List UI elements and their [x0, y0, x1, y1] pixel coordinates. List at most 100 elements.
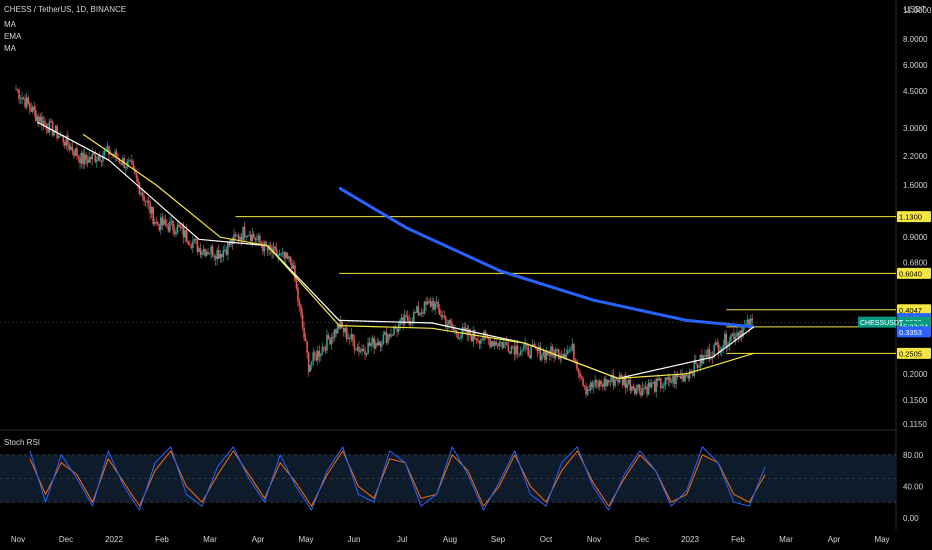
- candle-body: [114, 151, 116, 157]
- candle-body: [413, 311, 415, 322]
- candle-body: [47, 129, 49, 133]
- candle-body: [338, 324, 340, 329]
- candle-body: [45, 123, 48, 130]
- candle-body: [434, 303, 436, 310]
- candle-body: [239, 236, 241, 240]
- candle-body: [373, 337, 376, 349]
- candle-body: [79, 157, 81, 164]
- candle-body: [541, 355, 543, 360]
- candle-body: [417, 306, 420, 316]
- candle-body: [460, 334, 462, 338]
- candle-body: [609, 381, 612, 383]
- candle-body: [182, 226, 185, 238]
- candle-body: [27, 97, 29, 104]
- candle-body: [144, 201, 147, 202]
- price-tick-label: 0.1150: [903, 420, 927, 429]
- candle-body: [289, 256, 292, 263]
- candle-body: [673, 375, 676, 385]
- candle-body: [208, 253, 211, 255]
- candle-body: [440, 314, 443, 318]
- time-tick-label: Feb: [155, 535, 169, 544]
- candle-body: [370, 343, 372, 346]
- candle-body: [143, 195, 145, 202]
- candle-body: [50, 120, 52, 122]
- candle-body: [603, 378, 606, 387]
- candle-body: [359, 351, 362, 353]
- candle-body: [586, 389, 589, 395]
- candle-body: [330, 337, 333, 345]
- candle-body: [615, 379, 618, 381]
- candle-body: [565, 354, 568, 358]
- candle-body: [656, 378, 659, 381]
- candle-body: [262, 245, 264, 252]
- candle-body: [592, 385, 595, 388]
- candle-body: [77, 155, 80, 158]
- candle-body: [489, 339, 491, 347]
- time-tick-label: 2023: [681, 535, 699, 544]
- candle-body: [643, 387, 645, 389]
- time-tick-label: Dec: [635, 535, 649, 544]
- candle-body: [134, 168, 136, 174]
- candle-body: [406, 316, 409, 321]
- candle-body: [65, 135, 68, 146]
- candle-body: [303, 327, 305, 338]
- candle-body: [16, 89, 19, 91]
- candle-body: [682, 373, 685, 382]
- candle-body: [403, 315, 406, 325]
- candle-body: [379, 341, 382, 347]
- candle-body: [396, 328, 398, 332]
- candle-body: [602, 384, 604, 387]
- candle-body: [44, 120, 46, 124]
- candle-body: [464, 327, 467, 330]
- candle-body: [490, 341, 493, 347]
- candle-body: [198, 248, 200, 252]
- candle-body: [256, 239, 258, 241]
- time-tick-label: Mar: [779, 535, 793, 544]
- time-tick-label: Feb: [731, 535, 745, 544]
- candle-body: [347, 338, 350, 340]
- candle-body: [51, 121, 54, 136]
- indicator-ma2-label[interactable]: MA: [4, 44, 16, 53]
- candle-body: [227, 242, 229, 255]
- candle-body: [431, 300, 433, 307]
- candle-body: [161, 217, 164, 226]
- candle-body: [224, 249, 226, 251]
- time-tick-label: Jul: [397, 535, 407, 544]
- candle-body: [263, 241, 266, 252]
- candle-body: [443, 315, 446, 318]
- candle-body: [274, 246, 276, 249]
- candle-body: [685, 375, 688, 377]
- candle-body: [92, 153, 95, 155]
- stoch-tick-label: 40.00: [903, 482, 924, 491]
- indicator-ema-label[interactable]: EMA: [4, 32, 22, 41]
- candle-body: [63, 142, 66, 146]
- indicator-ma-label[interactable]: MA: [4, 20, 16, 29]
- candle-body: [698, 366, 700, 368]
- price-tag-label: 0.4047: [899, 306, 922, 315]
- candle-body: [708, 349, 711, 359]
- candle-body: [734, 336, 737, 340]
- candle-body: [536, 348, 539, 351]
- candle-body: [213, 256, 215, 258]
- candle-body: [699, 354, 702, 367]
- candle-body: [281, 252, 284, 254]
- candle-body: [381, 344, 383, 347]
- candle-body: [739, 330, 741, 338]
- candle-body: [341, 321, 344, 328]
- currency-label: USDT: [904, 5, 926, 14]
- candle-body: [292, 265, 295, 270]
- candle-body: [320, 353, 322, 357]
- candle-body: [333, 329, 336, 339]
- candle-body: [365, 353, 368, 355]
- candle-body: [461, 327, 464, 335]
- candle-body: [25, 97, 28, 108]
- candle-body: [195, 238, 197, 241]
- candle-body: [423, 301, 426, 314]
- candle-body: [655, 378, 658, 392]
- time-tick-label: Oct: [540, 535, 553, 544]
- candle-body: [164, 219, 167, 224]
- candle-body: [504, 342, 507, 343]
- candle-body: [361, 348, 363, 352]
